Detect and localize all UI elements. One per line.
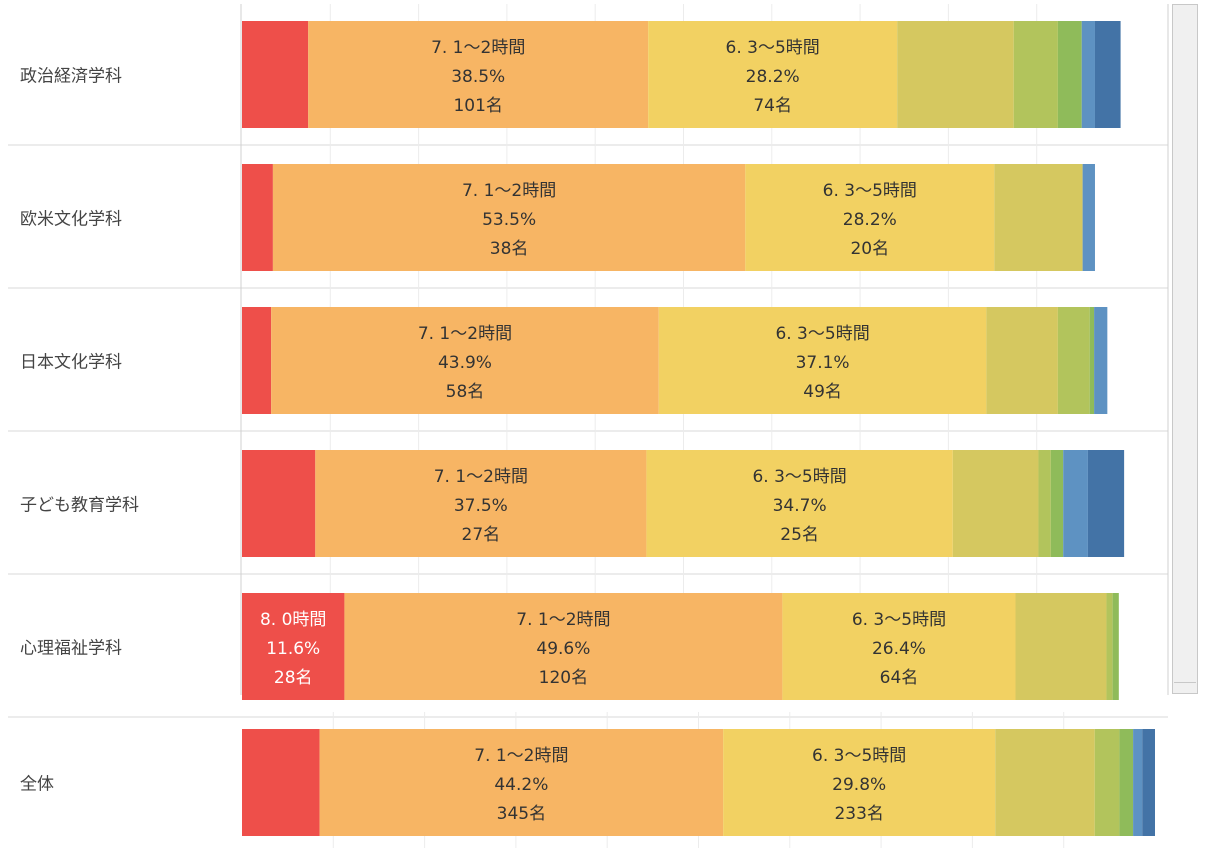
bar-segment (272, 164, 746, 271)
data-label: 49.6% (536, 639, 590, 659)
data-label: 34.7% (773, 496, 827, 516)
bar-segment (1133, 729, 1143, 836)
bar-segment (723, 729, 996, 836)
vertical-scrollbar[interactable] (1172, 4, 1198, 694)
data-label: 7. 1〜2時間 (516, 610, 610, 630)
data-label: 74名 (753, 96, 792, 116)
bar-segment (242, 164, 273, 271)
bar-segment (1089, 307, 1095, 414)
bar-segment (242, 593, 345, 700)
data-label: 44.2% (494, 775, 548, 795)
data-label: 26.4% (872, 639, 926, 659)
data-label: 8. 0時間 (260, 610, 326, 630)
bar-segment (1106, 593, 1113, 700)
data-label: 7. 1〜2時間 (431, 38, 525, 58)
bar-segment (1094, 21, 1121, 128)
bar-segment (1057, 307, 1090, 414)
category-label: 政治経済学科 (20, 67, 122, 87)
bar-segment (994, 164, 1083, 271)
category-label: 日本文化学科 (20, 353, 122, 373)
data-label: 345名 (497, 804, 546, 824)
bar-segment (242, 307, 272, 414)
bar-segment (782, 593, 1016, 700)
data-label: 38.5% (451, 67, 505, 87)
data-label: 120名 (539, 668, 588, 688)
data-label: 7. 1〜2時間 (434, 467, 528, 487)
bar-segment (986, 307, 1058, 414)
data-label: 49名 (803, 382, 842, 402)
bar-segment (897, 21, 1014, 128)
bar-segment (1087, 450, 1125, 557)
data-label: 7. 1〜2時間 (418, 324, 512, 344)
category-label: 子ども教育学科 (20, 496, 139, 516)
bar-segment (242, 450, 316, 557)
bar-segment (1094, 729, 1120, 836)
data-label: 53.5% (482, 210, 536, 230)
data-label: 6. 3〜5時間 (775, 324, 869, 344)
data-label: 38名 (490, 239, 529, 259)
data-label: 6. 3〜5時間 (812, 746, 906, 766)
bar-segment (1094, 307, 1108, 414)
bar-segment (242, 729, 320, 836)
bar-segment (1015, 593, 1107, 700)
bar-segment (1119, 729, 1134, 836)
bar-segment (646, 450, 953, 557)
data-label: 7. 1〜2時間 (462, 181, 556, 201)
category-label: 欧米文化学科 (20, 210, 122, 230)
data-label: 28.2% (843, 210, 897, 230)
bar-segment (1112, 593, 1119, 700)
scrollbar-thumb[interactable] (1174, 6, 1196, 683)
data-label: 29.8% (832, 775, 886, 795)
bar-segment (308, 21, 649, 128)
bar-segment (344, 593, 783, 700)
data-label: 11.6% (266, 639, 320, 659)
category-label: 心理福祉学科 (20, 639, 122, 659)
data-label: 43.9% (438, 353, 492, 373)
data-label: 6. 3〜5時間 (752, 467, 846, 487)
bar-segment (315, 450, 647, 557)
bar-segment (1050, 450, 1064, 557)
data-label: 25名 (780, 525, 819, 545)
bar-segment (271, 307, 659, 414)
bar-segment (1013, 21, 1058, 128)
bar-segment (1063, 450, 1088, 557)
data-label: 28名 (274, 668, 313, 688)
bar-segment (242, 21, 309, 128)
data-label: 28.2% (746, 67, 800, 87)
bar-segment (1038, 450, 1051, 557)
bar-segment (658, 307, 987, 414)
data-label: 7. 1〜2時間 (474, 746, 568, 766)
data-label: 64名 (880, 668, 919, 688)
data-label: 6. 3〜5時間 (726, 38, 820, 58)
bar-segment (1082, 164, 1095, 271)
category-label: 全体 (20, 775, 54, 795)
bar-segment (1057, 21, 1082, 128)
data-label: 233名 (834, 804, 883, 824)
bar-segment (1081, 21, 1095, 128)
data-label: 101名 (453, 96, 502, 116)
data-label: 6. 3〜5時間 (852, 610, 946, 630)
bar-segment (745, 164, 995, 271)
data-label: 6. 3〜5時間 (823, 181, 917, 201)
bar-segment (995, 729, 1095, 836)
bar-segment (952, 450, 1039, 557)
bar-segment (648, 21, 898, 128)
data-label: 27名 (462, 525, 501, 545)
data-label: 37.1% (796, 353, 850, 373)
data-label: 20名 (850, 239, 889, 259)
data-label: 58名 (446, 382, 485, 402)
bar-segment (319, 729, 724, 836)
data-label: 37.5% (454, 496, 508, 516)
bar-segment (1142, 729, 1155, 836)
